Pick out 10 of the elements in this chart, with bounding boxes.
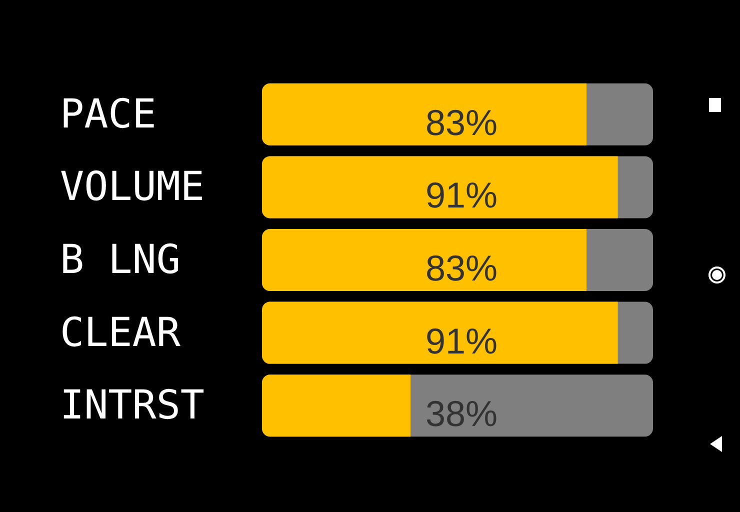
data-label: 38%: [426, 393, 498, 434]
data-label: 83%: [426, 102, 498, 143]
y-tick-label: CLEAR: [60, 310, 182, 356]
y-tick-label: B LNG: [60, 237, 180, 283]
data-label: 83%: [426, 248, 498, 288]
y-tick-label: PACE: [60, 91, 156, 138]
data-label: 91%: [426, 320, 498, 362]
data-label: 91%: [426, 174, 498, 216]
y-tick-label: INTRST: [60, 382, 204, 429]
y-tick-label: VOLUME: [60, 164, 204, 210]
